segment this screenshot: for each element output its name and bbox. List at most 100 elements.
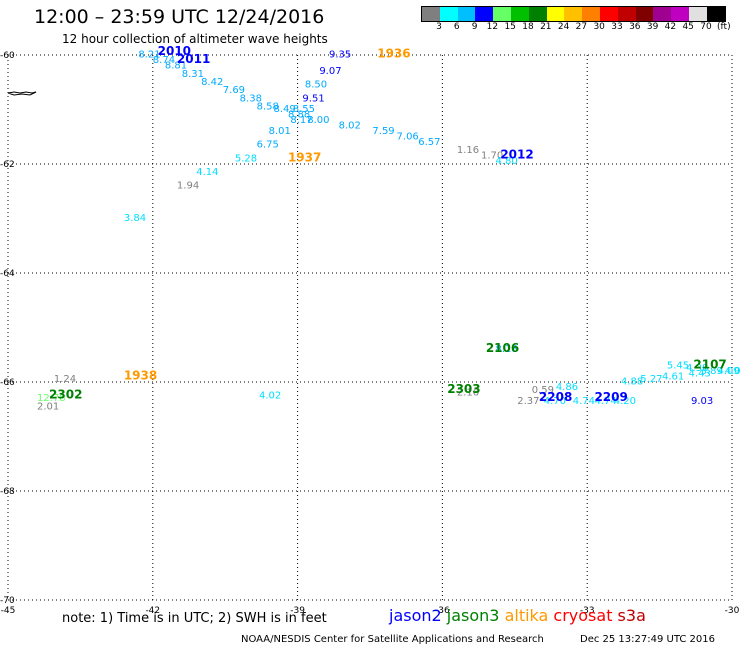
wave-height-label: 8.18 bbox=[495, 344, 517, 355]
wave-height-label: 7.59 bbox=[372, 126, 394, 137]
wave-height-label: 8.55 bbox=[293, 104, 315, 115]
color-scale-legend bbox=[421, 6, 726, 22]
generated-date: Dec 25 13:27:49 UTC 2016 bbox=[580, 634, 715, 645]
wave-height-label: 5.28 bbox=[235, 153, 257, 164]
legend-swatch bbox=[457, 7, 476, 21]
time-marker-label: 2010 bbox=[158, 44, 191, 58]
satellite-legend-item: jason2 bbox=[389, 606, 442, 625]
wave-height-label: 8.50 bbox=[305, 80, 327, 91]
legend-tick-label: 9 bbox=[471, 22, 478, 32]
wave-height-label: 4.07 bbox=[725, 366, 740, 377]
time-marker-label: 2106 bbox=[486, 341, 519, 355]
legend-swatch bbox=[493, 7, 511, 21]
y-tick-label: -64 bbox=[0, 269, 15, 279]
island-outline bbox=[7, 91, 37, 96]
wave-height-label: 4.09 bbox=[718, 366, 740, 377]
legend-tick-label: 15 bbox=[504, 22, 516, 32]
x-tick-label: -45 bbox=[1, 606, 16, 616]
legend-swatch bbox=[653, 7, 672, 21]
wave-height-label: 7.69 bbox=[223, 85, 245, 96]
wave-height-label: 4.80 bbox=[495, 156, 517, 167]
legend-swatch bbox=[564, 7, 583, 21]
legend-swatch bbox=[528, 7, 547, 21]
wave-height-label: 9.07 bbox=[319, 66, 341, 77]
legend-tick-label: 18 bbox=[522, 22, 534, 32]
wave-height-label: 4.43 bbox=[689, 369, 711, 380]
x-tick-label: -30 bbox=[725, 606, 740, 616]
time-marker-label: 2107 bbox=[693, 357, 726, 371]
chart-subtitle: 12 hour collection of altimeter wave hei… bbox=[62, 32, 328, 46]
x-tick-label: -39 bbox=[290, 606, 305, 616]
wave-height-label: 8.42 bbox=[201, 77, 223, 88]
wave-height-label: 8.01 bbox=[269, 126, 291, 137]
satellite-legend: jason2 jason3 altika cryosat s3a bbox=[389, 606, 646, 625]
wave-height-label: 0.59 bbox=[532, 385, 554, 396]
legend-tick-label: (ft) bbox=[717, 22, 731, 32]
wave-height-label: 4.61 bbox=[662, 371, 684, 382]
wave-height-label: 1.70 bbox=[481, 151, 503, 162]
wave-height-label: 9.03 bbox=[691, 396, 713, 407]
wave-height-label: 2.01 bbox=[37, 401, 59, 412]
y-tick-label: -60 bbox=[0, 51, 15, 61]
time-marker-label: 2209 bbox=[594, 390, 627, 404]
legend-tick-label: 45 bbox=[682, 22, 694, 32]
legend-swatch bbox=[510, 7, 529, 21]
coastline-fragment bbox=[7, 91, 37, 96]
legend-swatch bbox=[546, 7, 565, 21]
wave-height-label: 6.57 bbox=[418, 137, 440, 148]
wave-height-label: 8.21 bbox=[138, 50, 160, 61]
grid-layer bbox=[7, 54, 733, 601]
wave-height-label: 1.16 bbox=[457, 145, 479, 156]
wave-height-label: 8.49 bbox=[273, 104, 295, 115]
legend-swatch bbox=[475, 7, 494, 21]
legend-tick-label: 27 bbox=[575, 22, 588, 32]
legend-tick-label: 21 bbox=[540, 22, 552, 32]
wave-height-label: 4.74 bbox=[594, 396, 616, 407]
time-marker-label: 2011 bbox=[177, 52, 210, 66]
wave-height-label: 4.14 bbox=[196, 167, 218, 178]
legend-tick-label: 39 bbox=[646, 22, 659, 32]
chart-title: 12:00 – 23:59 UTC 12/24/2016 bbox=[34, 6, 325, 28]
x-tick-label: -33 bbox=[580, 606, 595, 616]
wave-height-label: 2.16 bbox=[457, 388, 479, 399]
y-tick-label: -68 bbox=[0, 487, 15, 497]
legend-swatch bbox=[706, 7, 725, 21]
wave-height-label: 8.74 bbox=[153, 55, 175, 66]
legend-swatch bbox=[688, 7, 707, 21]
credit-text: NOAA/NESDIS Center for Satellite Applica… bbox=[241, 634, 544, 645]
wave-height-label: 4.02 bbox=[259, 390, 281, 401]
wave-height-label: 5.27 bbox=[640, 374, 662, 385]
wave-height-label: 8.02 bbox=[339, 121, 361, 132]
legend-tick-label: 70 bbox=[700, 22, 712, 32]
wave-height-label: 4.74 bbox=[573, 396, 595, 407]
y-tick-label: -62 bbox=[0, 160, 15, 170]
satellite-legend-item: s3a bbox=[612, 606, 646, 625]
wave-height-label: 8.58 bbox=[257, 102, 279, 113]
wave-height-label: 2.37 bbox=[517, 396, 539, 407]
x-tick-label: -42 bbox=[145, 606, 160, 616]
time-marker-label: 2303 bbox=[447, 382, 480, 396]
legend-swatch bbox=[422, 7, 440, 21]
time-marker-label: 1937 bbox=[288, 150, 321, 164]
legend-tick-label: 3 bbox=[436, 22, 442, 32]
wave-height-label: 1.24 bbox=[54, 374, 76, 385]
legend-tick-label: 33 bbox=[611, 22, 623, 32]
x-tick-label: -36 bbox=[435, 606, 450, 616]
wave-height-label: 8.31 bbox=[182, 69, 204, 80]
time-marker-label: 1936 bbox=[377, 47, 410, 61]
legend-tick-label: 12 bbox=[486, 22, 499, 32]
wave-height-label: 8.88 bbox=[288, 110, 310, 121]
time-marker-label: 2302 bbox=[49, 387, 82, 401]
y-tick-label: -66 bbox=[0, 378, 15, 388]
wave-height-label: 8.17 bbox=[290, 115, 312, 126]
time-marker-label: 1938 bbox=[124, 368, 157, 382]
time-marker-label: 2208 bbox=[539, 390, 572, 404]
wave-height-label: 4.86 bbox=[556, 382, 578, 393]
wave-height-label: 3.89 bbox=[701, 366, 723, 377]
legend-swatch bbox=[671, 7, 689, 21]
satellite-legend-item: jason3 bbox=[441, 606, 500, 625]
legend-swatch bbox=[599, 7, 618, 21]
legend-tick-label: 30 bbox=[593, 22, 605, 32]
